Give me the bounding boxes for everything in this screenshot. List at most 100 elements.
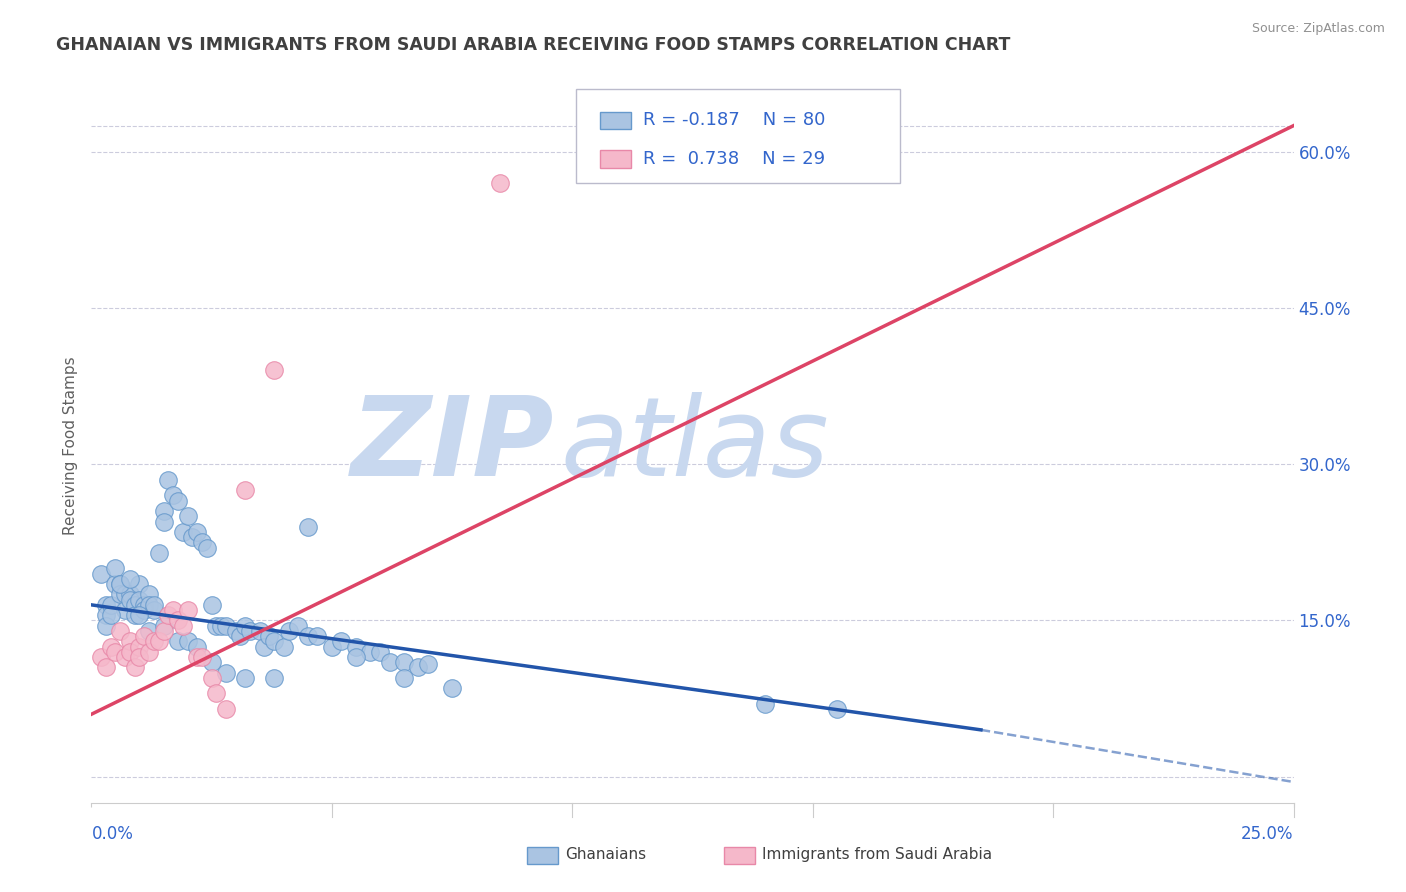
- Point: [152, 624, 174, 638]
- Point: [344, 649, 367, 664]
- Point: [157, 608, 180, 623]
- Point: [263, 671, 285, 685]
- Point: [408, 660, 430, 674]
- Point: [162, 603, 184, 617]
- Point: [229, 629, 252, 643]
- Point: [176, 634, 198, 648]
- Point: [100, 608, 122, 623]
- Point: [297, 629, 319, 643]
- Point: [321, 640, 343, 654]
- Point: [297, 520, 319, 534]
- Point: [233, 618, 256, 632]
- Point: [201, 598, 224, 612]
- Text: Ghanaians: Ghanaians: [565, 847, 647, 862]
- Point: [359, 645, 381, 659]
- Point: [162, 488, 184, 502]
- Point: [118, 587, 141, 601]
- Point: [134, 598, 156, 612]
- Point: [138, 598, 160, 612]
- Point: [128, 577, 150, 591]
- Point: [128, 592, 150, 607]
- Point: [191, 649, 214, 664]
- Point: [90, 566, 112, 581]
- Point: [209, 618, 232, 632]
- Point: [330, 634, 353, 648]
- Point: [94, 618, 117, 632]
- Point: [138, 624, 160, 638]
- Point: [195, 541, 218, 555]
- Point: [124, 608, 146, 623]
- Point: [191, 535, 214, 549]
- Point: [392, 655, 415, 669]
- Text: Source: ZipAtlas.com: Source: ZipAtlas.com: [1251, 22, 1385, 36]
- Point: [167, 493, 190, 508]
- Point: [825, 702, 848, 716]
- Point: [104, 561, 127, 575]
- Point: [148, 546, 170, 560]
- Text: 0.0%: 0.0%: [91, 825, 134, 843]
- Point: [138, 645, 160, 659]
- Point: [172, 618, 194, 632]
- Point: [104, 645, 127, 659]
- Point: [128, 640, 150, 654]
- Point: [416, 657, 439, 672]
- Text: 25.0%: 25.0%: [1241, 825, 1294, 843]
- Point: [307, 629, 329, 643]
- Point: [176, 603, 198, 617]
- Point: [124, 598, 146, 612]
- Point: [263, 634, 285, 648]
- Point: [148, 634, 170, 648]
- Point: [118, 634, 141, 648]
- Point: [152, 618, 174, 632]
- Point: [142, 598, 165, 612]
- Point: [344, 640, 367, 654]
- Point: [167, 634, 190, 648]
- Point: [215, 702, 238, 716]
- Point: [489, 176, 512, 190]
- Point: [94, 608, 117, 623]
- Point: [118, 592, 141, 607]
- Text: R = -0.187    N = 80: R = -0.187 N = 80: [643, 112, 825, 129]
- Point: [142, 603, 165, 617]
- Point: [215, 618, 238, 632]
- Point: [368, 645, 391, 659]
- Point: [277, 624, 299, 638]
- Text: GHANAIAN VS IMMIGRANTS FROM SAUDI ARABIA RECEIVING FOOD STAMPS CORRELATION CHART: GHANAIAN VS IMMIGRANTS FROM SAUDI ARABIA…: [56, 36, 1011, 54]
- Point: [152, 504, 174, 518]
- Point: [134, 603, 156, 617]
- Text: R =  0.738    N = 29: R = 0.738 N = 29: [643, 150, 825, 168]
- Point: [201, 671, 224, 685]
- Point: [114, 649, 136, 664]
- Point: [440, 681, 463, 696]
- Point: [378, 655, 401, 669]
- Point: [263, 363, 285, 377]
- Point: [100, 598, 122, 612]
- Point: [114, 587, 136, 601]
- Point: [104, 577, 127, 591]
- Point: [253, 640, 276, 654]
- Point: [259, 629, 281, 643]
- Text: Immigrants from Saudi Arabia: Immigrants from Saudi Arabia: [762, 847, 993, 862]
- Point: [225, 624, 247, 638]
- Point: [157, 473, 180, 487]
- Point: [114, 603, 136, 617]
- Point: [186, 640, 208, 654]
- Point: [205, 686, 228, 700]
- Point: [172, 524, 194, 539]
- Point: [94, 660, 117, 674]
- Point: [142, 634, 165, 648]
- Point: [233, 671, 256, 685]
- Point: [249, 624, 271, 638]
- Point: [239, 624, 262, 638]
- Point: [176, 509, 198, 524]
- Point: [134, 629, 156, 643]
- Point: [167, 614, 190, 628]
- Point: [90, 649, 112, 664]
- Point: [205, 618, 228, 632]
- Point: [110, 577, 132, 591]
- Point: [215, 665, 238, 680]
- Point: [100, 640, 122, 654]
- Point: [201, 655, 224, 669]
- Point: [233, 483, 256, 498]
- Point: [287, 618, 309, 632]
